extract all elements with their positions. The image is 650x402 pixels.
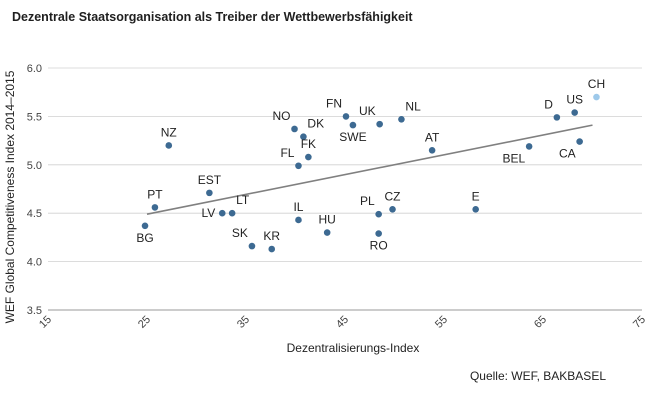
point-label-fk: FK <box>301 137 316 151</box>
data-point-il <box>295 216 302 224</box>
point-label-lv: LV <box>201 206 215 220</box>
data-point-hu <box>323 229 331 236</box>
y-tick-label: 3.5 <box>27 305 42 317</box>
point-label-sk: SK <box>232 226 248 240</box>
data-point-e <box>472 206 479 213</box>
point-label-uk: UK <box>359 104 376 118</box>
data-point-uk <box>376 120 383 128</box>
x-tick-label: 55 <box>433 314 450 331</box>
point-label-d: D <box>544 97 553 111</box>
data-point-lv <box>218 209 226 217</box>
data-point-swe <box>349 121 357 129</box>
point-label-nz: NZ <box>161 125 177 139</box>
data-point-pl <box>375 210 382 218</box>
point-label-pl: PL <box>360 194 375 208</box>
data-point-nl <box>398 116 405 123</box>
y-tick-label: 4.0 <box>27 257 42 269</box>
x-axis-title: Dezentralisierungs-Index <box>287 341 420 355</box>
gridlines <box>48 67 642 311</box>
x-tick-label: 45 <box>334 314 351 331</box>
y-axis-title: WEF Global Competitiveness Index 2014–20… <box>3 70 17 323</box>
trendline <box>146 124 593 215</box>
data-point-at <box>428 146 436 154</box>
data-point-dk <box>300 133 307 141</box>
data-point-fl <box>295 162 302 170</box>
data-point-no <box>291 125 298 133</box>
x-tick-label: 35 <box>235 314 252 331</box>
point-label-ch: CH <box>588 77 605 91</box>
data-point-bg <box>141 222 149 230</box>
point-label-est: EST <box>198 173 222 187</box>
source-note: Quelle: WEF, BAKBASEL <box>469 369 606 383</box>
y-tick-label: 6.0 <box>27 63 42 75</box>
point-label-bel: BEL <box>502 151 525 165</box>
x-tick-label: 75 <box>631 314 648 331</box>
point-label-swe: SWE <box>339 130 366 144</box>
point-label-at: AT <box>425 130 440 144</box>
data-point-fn <box>342 113 350 120</box>
data-point-est <box>206 189 213 197</box>
data-points <box>141 93 600 253</box>
data-point-fk <box>305 153 312 161</box>
data-point-us <box>571 109 578 116</box>
data-point-nz <box>165 142 173 149</box>
point-label-kr: KR <box>263 229 280 243</box>
data-point-kr <box>268 245 276 253</box>
y-tick-label: 5.0 <box>27 160 42 172</box>
y-axis-ticks: 3.5 4.0 4.5 5.0 5.5 6.0 <box>27 63 42 317</box>
data-point-cz <box>389 206 396 213</box>
point-label-no: NO <box>273 109 291 123</box>
point-label-fl: FL <box>280 146 294 160</box>
point-label-nl: NL <box>405 99 421 113</box>
point-label-dk: DK <box>307 117 324 131</box>
point-label-fn: FN <box>326 96 342 110</box>
point-label-il: IL <box>293 200 303 214</box>
x-tick-label: 65 <box>532 314 549 331</box>
point-label-e: E <box>472 189 480 203</box>
point-label-us: US <box>566 93 583 107</box>
chart-title: Dezentrale Staatsorganisation als Treibe… <box>12 10 413 24</box>
data-point-ro <box>375 230 382 237</box>
data-point-ch <box>593 93 600 101</box>
point-label-cz: CZ <box>385 189 401 203</box>
x-axis-ticks: 15 25 35 45 55 65 75 <box>37 314 648 331</box>
y-tick-label: 5.5 <box>27 111 42 123</box>
data-point-ca <box>576 138 583 145</box>
point-label-bg: BG <box>136 231 153 245</box>
data-point-pt <box>151 204 159 211</box>
data-point-bel <box>525 143 533 150</box>
point-label-ro: RO <box>370 239 388 253</box>
point-label-ca: CA <box>559 147 576 161</box>
y-tick-label: 4.5 <box>27 208 42 220</box>
trendline-layer <box>146 124 593 215</box>
point-label-pt: PT <box>147 187 163 201</box>
point-labels: BG PT NZ EST LV LT SK KR NO DK FL FK IL HU FN SWE UK NL PL… <box>136 77 605 252</box>
data-point-lt <box>228 209 236 217</box>
data-point-sk <box>248 242 256 250</box>
data-point-d <box>553 114 561 121</box>
x-tick-label: 25 <box>136 314 153 331</box>
point-label-hu: HU <box>319 213 336 227</box>
point-label-lt: LT <box>236 193 250 207</box>
